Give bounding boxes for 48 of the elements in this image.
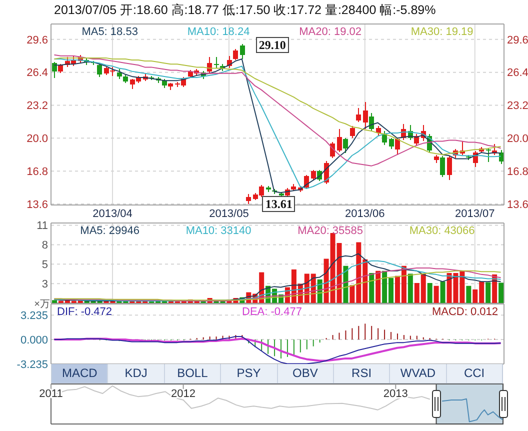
y-tick-label: 16.8 [26,166,48,178]
annotation: 29.10 [256,36,289,53]
y-tick-label: -3.235 [16,358,48,371]
text: MA5: 18.53 [82,25,138,39]
y-tick-label: 0.000 [20,334,48,346]
text: MA20: 35585 [298,224,364,238]
x-tick-label: 2013/06 [344,208,385,220]
y-tick-label: 3 [42,278,48,290]
series-label: DEA: -0.477 [242,305,302,319]
text: MACD [52,364,108,383]
y2-tick-label: 26.4 [507,67,528,80]
y-tick-label: 8 [42,240,48,252]
text: MA20: 19.02 [299,25,362,39]
y-tick-label: 20.0 [26,133,48,146]
text: MA5: 29946 [80,224,140,238]
chart-title: 2013/07/05 开:18.60 高:18.77 低:17.50 收:17.72 量:28400 幅:-5.89% [54,2,436,18]
y-tick-label: 3.235 [20,310,48,322]
text: WVAD [390,364,447,383]
x-tick-label: 2013/04 [92,208,132,220]
series-label: DIF: -0.472 [57,305,112,319]
y-tick-label: 23.2 [26,100,48,112]
y-tick-label: 13.6 [26,198,48,211]
y2-tick-label: 16.8 [507,166,528,178]
series-label: MACD: 0.012 [432,305,498,319]
text: MA10: 33140 [186,224,252,238]
text: RSI [334,364,390,383]
text: OBV [278,364,334,383]
y-tick-label: 26.4 [26,67,48,80]
x-tick-label: 2013/07 [454,208,495,220]
x-tick-label: 2013 [383,388,408,400]
text: KDJ [108,364,165,383]
y2-tick-label: 29.6 [507,34,528,46]
text: BOLL [164,364,222,383]
annotation: 13.61 [262,196,296,212]
y-tick-label: 11 [36,220,48,232]
x-tick-label: 2012 [171,388,196,400]
text: PSY [221,364,278,383]
text: MA30: 43066 [409,224,475,238]
x-tick-label: 2013/05 [209,208,249,220]
text: MA30: 19.19 [410,25,474,39]
y2-tick-label: 20.0 [507,133,528,146]
y-axis-title: ×万 [34,299,50,311]
y-tick-label: 5 [42,259,48,272]
y2-tick-label: 13.6 [507,198,528,211]
y2-tick-label: 23.2 [507,100,528,112]
text: MA10: 18.24 [187,25,250,39]
text: CCI [446,364,502,383]
y-tick-label: 29.6 [26,34,48,46]
